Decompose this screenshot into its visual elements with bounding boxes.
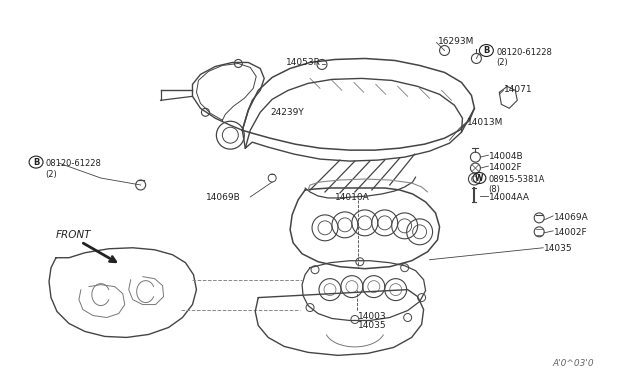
Text: B: B [33,158,39,167]
Text: 14013M: 14013M [467,118,504,127]
Text: 08915-5381A
(8): 08915-5381A (8) [488,175,545,195]
Text: 24239Y: 24239Y [270,108,304,117]
Text: 14010A: 14010A [335,193,370,202]
Text: 14069A: 14069A [554,213,589,222]
Text: 14053R: 14053R [286,58,321,67]
Text: B: B [483,46,490,55]
Text: FRONT: FRONT [56,230,92,240]
Text: 08120-61228
(2): 08120-61228 (2) [497,48,552,67]
Text: 14002F: 14002F [554,228,588,237]
Text: 14004AA: 14004AA [490,193,531,202]
Text: 16293M: 16293M [438,36,474,45]
Text: 14035: 14035 [544,244,573,253]
Text: 14035: 14035 [358,321,387,330]
Text: 14071: 14071 [504,86,533,94]
Text: 14004B: 14004B [490,152,524,161]
Text: W: W [476,173,484,183]
Text: A'0^03'0: A'0^03'0 [552,359,594,368]
Text: 14003: 14003 [358,311,387,321]
Text: 14069B: 14069B [207,193,241,202]
Text: 14002F: 14002F [490,163,523,172]
Text: 08120-61228
(2): 08120-61228 (2) [45,159,101,179]
